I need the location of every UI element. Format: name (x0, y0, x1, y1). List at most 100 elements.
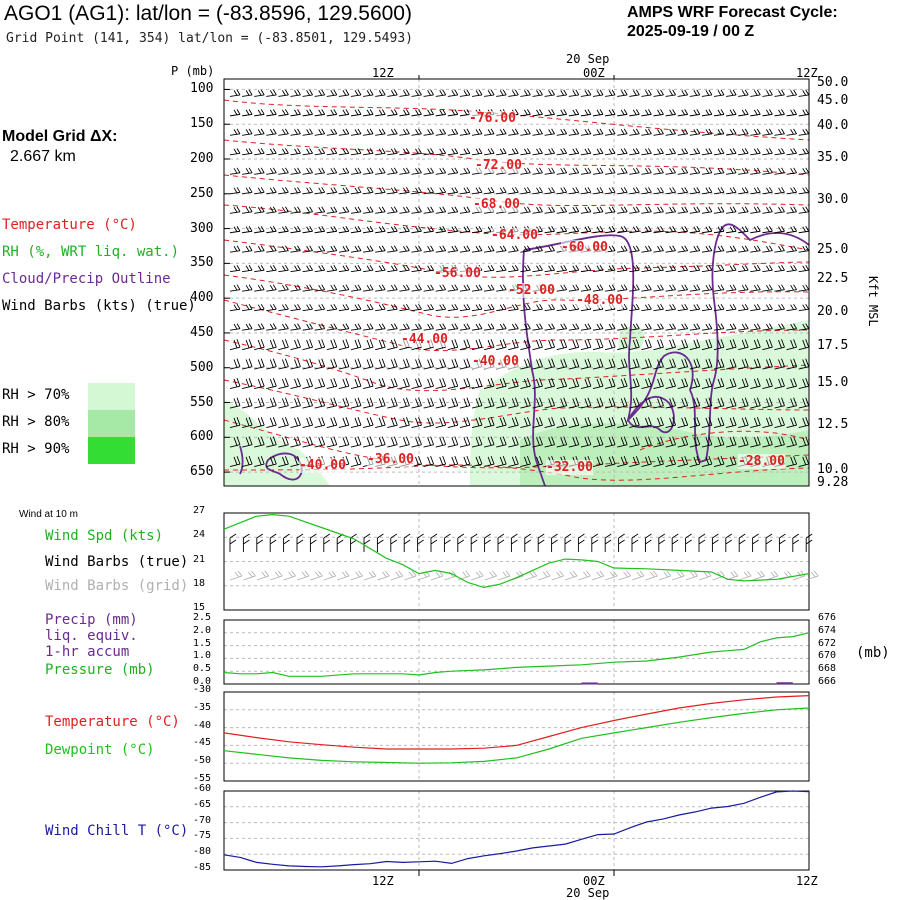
model-grid-label: Model Grid ΔX: (2, 128, 118, 145)
wind-barb (544, 339, 556, 351)
wind-barbs-profile (229, 89, 810, 467)
wind-barb (677, 226, 689, 234)
pressure-tick-label: 400 (190, 290, 214, 306)
wind-barb (484, 148, 495, 156)
wind-barb (556, 128, 568, 136)
wind-barb (399, 303, 410, 312)
isotherm-label: -36.00 (367, 452, 414, 467)
wind-barb (302, 397, 314, 409)
wind-barb (399, 358, 410, 370)
wind-barb (278, 89, 289, 97)
wind-barb (750, 358, 761, 370)
wind-barb (266, 245, 277, 253)
wind-barb (689, 148, 701, 156)
wind-barb-grid (806, 570, 819, 581)
wind-barb (544, 187, 555, 195)
wind-barb (399, 436, 410, 448)
wind-barb-true (805, 533, 813, 552)
wind-barb (629, 397, 640, 409)
wind-barb (762, 323, 773, 331)
wind-barb (302, 358, 314, 370)
wind-barb (375, 128, 386, 136)
wind-barb (242, 187, 253, 195)
wind-barb (496, 303, 507, 312)
isotherm-label: -76.00 (469, 111, 516, 126)
wind-barb (399, 226, 410, 234)
wind-barb (350, 378, 362, 390)
wind-barb (290, 206, 301, 214)
wind-barb-grid (792, 570, 806, 581)
wind-barb (362, 378, 374, 390)
wind-barb (798, 187, 810, 195)
wind-barb (677, 167, 689, 175)
wind-barb (592, 455, 604, 467)
wind-barb (508, 187, 519, 195)
wind-barb (459, 206, 471, 214)
wind-barb (508, 378, 519, 390)
wind-barb (411, 378, 422, 390)
wind-barb-true (283, 533, 290, 552)
wind-barb (665, 358, 677, 370)
panel-tick-label: 18 (193, 577, 206, 589)
wind-barb-true (256, 533, 264, 552)
wind-barb (532, 206, 543, 214)
wind-barb (229, 89, 241, 97)
wind-barb (338, 264, 350, 273)
wind-barb (435, 323, 447, 331)
wind-barb (604, 436, 616, 448)
wind-barb (568, 358, 580, 370)
wind-barb (229, 455, 241, 467)
wind-barb (338, 417, 350, 428)
wind-barb (750, 187, 761, 195)
wind-barb (653, 378, 664, 390)
wind-barb (798, 89, 810, 97)
wind-barb (302, 226, 313, 234)
wind-barb (701, 226, 713, 234)
wind-barb (326, 167, 338, 175)
wind-barb (532, 187, 543, 195)
kft-tick-label: 12.5 (817, 417, 849, 432)
wind-barb (605, 206, 616, 214)
wind-barb (556, 436, 568, 448)
wind-barb (362, 358, 374, 370)
wind-barb (580, 187, 592, 195)
wind-barb (701, 455, 713, 467)
wind-barb (701, 128, 713, 136)
wind-barb (738, 206, 749, 214)
wind-barb (774, 245, 785, 253)
wind-barb (423, 89, 434, 97)
wind-barb (520, 323, 531, 331)
wind-barb (689, 455, 701, 467)
panel-frame (223, 790, 810, 871)
wind-barb (774, 323, 785, 331)
wind-barb-grid (591, 570, 605, 581)
wind-barb (363, 284, 374, 292)
wind-barb (568, 284, 580, 292)
wind-barb (423, 264, 434, 273)
wind-barb (423, 378, 435, 390)
wind-barb (326, 323, 338, 331)
isotherm-label: -52.00 (508, 283, 555, 298)
wind-barb (278, 264, 289, 273)
pressure-line (223, 632, 810, 677)
wind-barb (459, 284, 471, 292)
wind-barb (520, 89, 531, 97)
wind-barb (677, 323, 689, 331)
wind-barb (544, 226, 555, 234)
wind-barb (665, 148, 676, 156)
wind-barb (338, 148, 350, 156)
wind-barb-true (229, 533, 237, 552)
wind-barb-true (644, 533, 652, 552)
wind-barb (689, 358, 701, 370)
wind-barb (677, 128, 689, 136)
wind-barb (290, 109, 301, 117)
wind-barb (629, 455, 640, 467)
wind-barb (302, 378, 314, 390)
wind-barb (459, 436, 471, 448)
wind-barb (665, 245, 676, 253)
wind-barb (484, 187, 495, 195)
wind-barb (738, 417, 749, 428)
wind-barb (278, 436, 289, 448)
wind-barb (471, 245, 483, 253)
wind-barb (653, 339, 664, 351)
